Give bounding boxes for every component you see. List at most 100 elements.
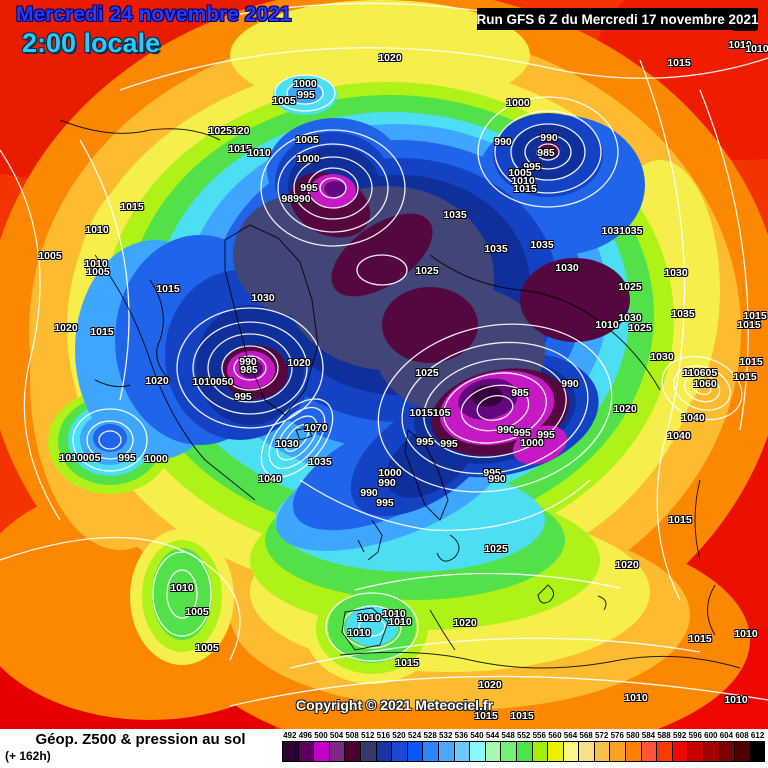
pressure-label: 1010 <box>734 627 758 640</box>
pressure-label: 990 <box>540 131 558 144</box>
pressure-label: 1000 <box>144 452 168 465</box>
pressure-label: 990 <box>360 486 378 499</box>
pressure-label: 995 <box>234 390 252 403</box>
scale-cell: 500 <box>313 730 329 762</box>
forecast-hour: (+ 162h) <box>5 749 51 763</box>
scale-cell: 596 <box>687 730 704 762</box>
scale-cell: 572 <box>593 730 610 762</box>
scale-value: 528 <box>423 731 437 740</box>
pressure-label: 1000 <box>296 152 320 165</box>
pressure-label: 1010 <box>357 611 381 624</box>
pressure-label: 1025 <box>415 366 439 379</box>
scale-swatch <box>547 741 563 762</box>
scale-swatch <box>734 741 750 762</box>
pressure-label: 1010 <box>382 607 406 620</box>
pressure-label: 1031035 <box>601 224 643 237</box>
pressure-label: 1020 <box>378 51 402 64</box>
pressure-label: 1010 <box>624 691 648 704</box>
pressure-label: 1040 <box>258 472 282 485</box>
pressure-label: 1035 <box>671 307 695 320</box>
scale-value: 524 <box>407 731 422 740</box>
scale-cell: 532 <box>437 730 454 762</box>
scale-swatch <box>484 741 501 762</box>
pressure-label: 1020 <box>287 356 311 369</box>
pressure-label: 1030 <box>275 437 299 450</box>
pressure-label: 1015 <box>474 709 498 722</box>
scale-value: 540 <box>470 731 484 740</box>
scale-cell: 604 <box>718 730 735 762</box>
scale-value: 500 <box>314 731 328 740</box>
pressure-label: 1005 <box>295 133 319 146</box>
pressure-label: 98990 <box>281 192 311 205</box>
pressure-label: 1020 <box>613 402 637 415</box>
scale-cell: 540 <box>469 730 485 762</box>
weather-map <box>0 0 768 729</box>
pressure-label: 1010 <box>347 626 371 639</box>
pressure-label: 1015 <box>739 355 763 368</box>
pressure-label: 995 <box>513 426 531 439</box>
scale-swatch <box>671 741 688 762</box>
scale-swatch <box>515 741 532 762</box>
pressure-label: 1035 <box>530 238 554 251</box>
scale-value: 580 <box>626 731 640 740</box>
pressure-label: 1010 <box>84 257 108 270</box>
pressure-label: 995 <box>300 181 318 194</box>
scale-value: 560 <box>548 731 562 740</box>
scale-swatch <box>609 741 626 762</box>
scale-cell: 600 <box>703 730 719 762</box>
pressure-label: 990 <box>378 476 396 489</box>
pressure-label: 995 <box>376 496 394 509</box>
pressure-label: 1010 <box>388 615 412 628</box>
pressure-label: 1015 <box>120 200 144 213</box>
scale-swatch <box>656 741 672 762</box>
valid-time-text: 2:00 locale <box>22 28 161 58</box>
scale-value: 508 <box>345 731 359 740</box>
scale-swatch <box>391 741 407 762</box>
scale-cell: 504 <box>328 730 345 762</box>
scale-value: 572 <box>594 731 609 740</box>
pressure-label: 1015 <box>667 56 691 69</box>
pressure-label: 985 <box>511 386 529 399</box>
scale-cell: 584 <box>640 730 657 762</box>
scale-cell: 548 <box>500 730 516 762</box>
pressure-label: 995 <box>440 437 458 450</box>
pressure-label: 1015 <box>688 632 712 645</box>
pressure-label: 1025 <box>484 542 508 555</box>
pressure-label: 1025 <box>628 321 652 334</box>
scale-swatch <box>718 741 735 762</box>
pressure-label: 990 <box>561 377 579 390</box>
pressure-label: 1015 <box>90 325 114 338</box>
scale-cell: 580 <box>625 730 641 762</box>
pressure-label: 1020 <box>145 374 169 387</box>
pressure-label: 1015 <box>395 656 419 669</box>
scale-swatch <box>687 741 704 762</box>
pressure-label: 1015 <box>510 709 534 722</box>
scale-value: 492 <box>283 731 297 740</box>
scale-value: 600 <box>704 731 718 740</box>
pressure-label: 1030 <box>555 261 579 274</box>
scale-cell: 588 <box>656 730 672 762</box>
pressure-label: 1015 <box>668 513 692 526</box>
scale-swatch <box>531 741 548 762</box>
valid-date-text: Mercredi 24 novembre 2021 <box>16 3 292 26</box>
scale-cell: 564 <box>562 730 579 762</box>
scale-cell: 592 <box>671 730 688 762</box>
pressure-label: 990 <box>239 355 257 368</box>
color-scale-bar: 492 496 500 504 508 512 516 520 524 528 532 536 540 5… <box>282 730 766 762</box>
pressure-label: 1015 <box>743 309 767 322</box>
pressure-label: 990 <box>488 472 506 485</box>
pressure-label: 1005 <box>508 166 532 179</box>
pressure-label: 1010 <box>85 223 109 236</box>
pressure-label: 1020 <box>615 558 639 571</box>
pressure-label: 1030 <box>664 266 688 279</box>
legend-title: Géop. Z500 & pression au sol <box>35 731 246 748</box>
pressure-label: 1015 <box>733 370 757 383</box>
model-run-info: Run GFS 6 Z du Mercredi 17 novembre 2021 <box>476 8 759 30</box>
pressure-label: 1010 <box>745 42 768 55</box>
scale-swatch <box>344 741 360 762</box>
scale-cell: 520 <box>391 730 407 762</box>
pressure-label: 1040 <box>681 411 705 424</box>
scale-swatch <box>749 741 766 762</box>
pressure-label: 1025 <box>618 280 642 293</box>
scale-cell: 516 <box>375 730 392 762</box>
